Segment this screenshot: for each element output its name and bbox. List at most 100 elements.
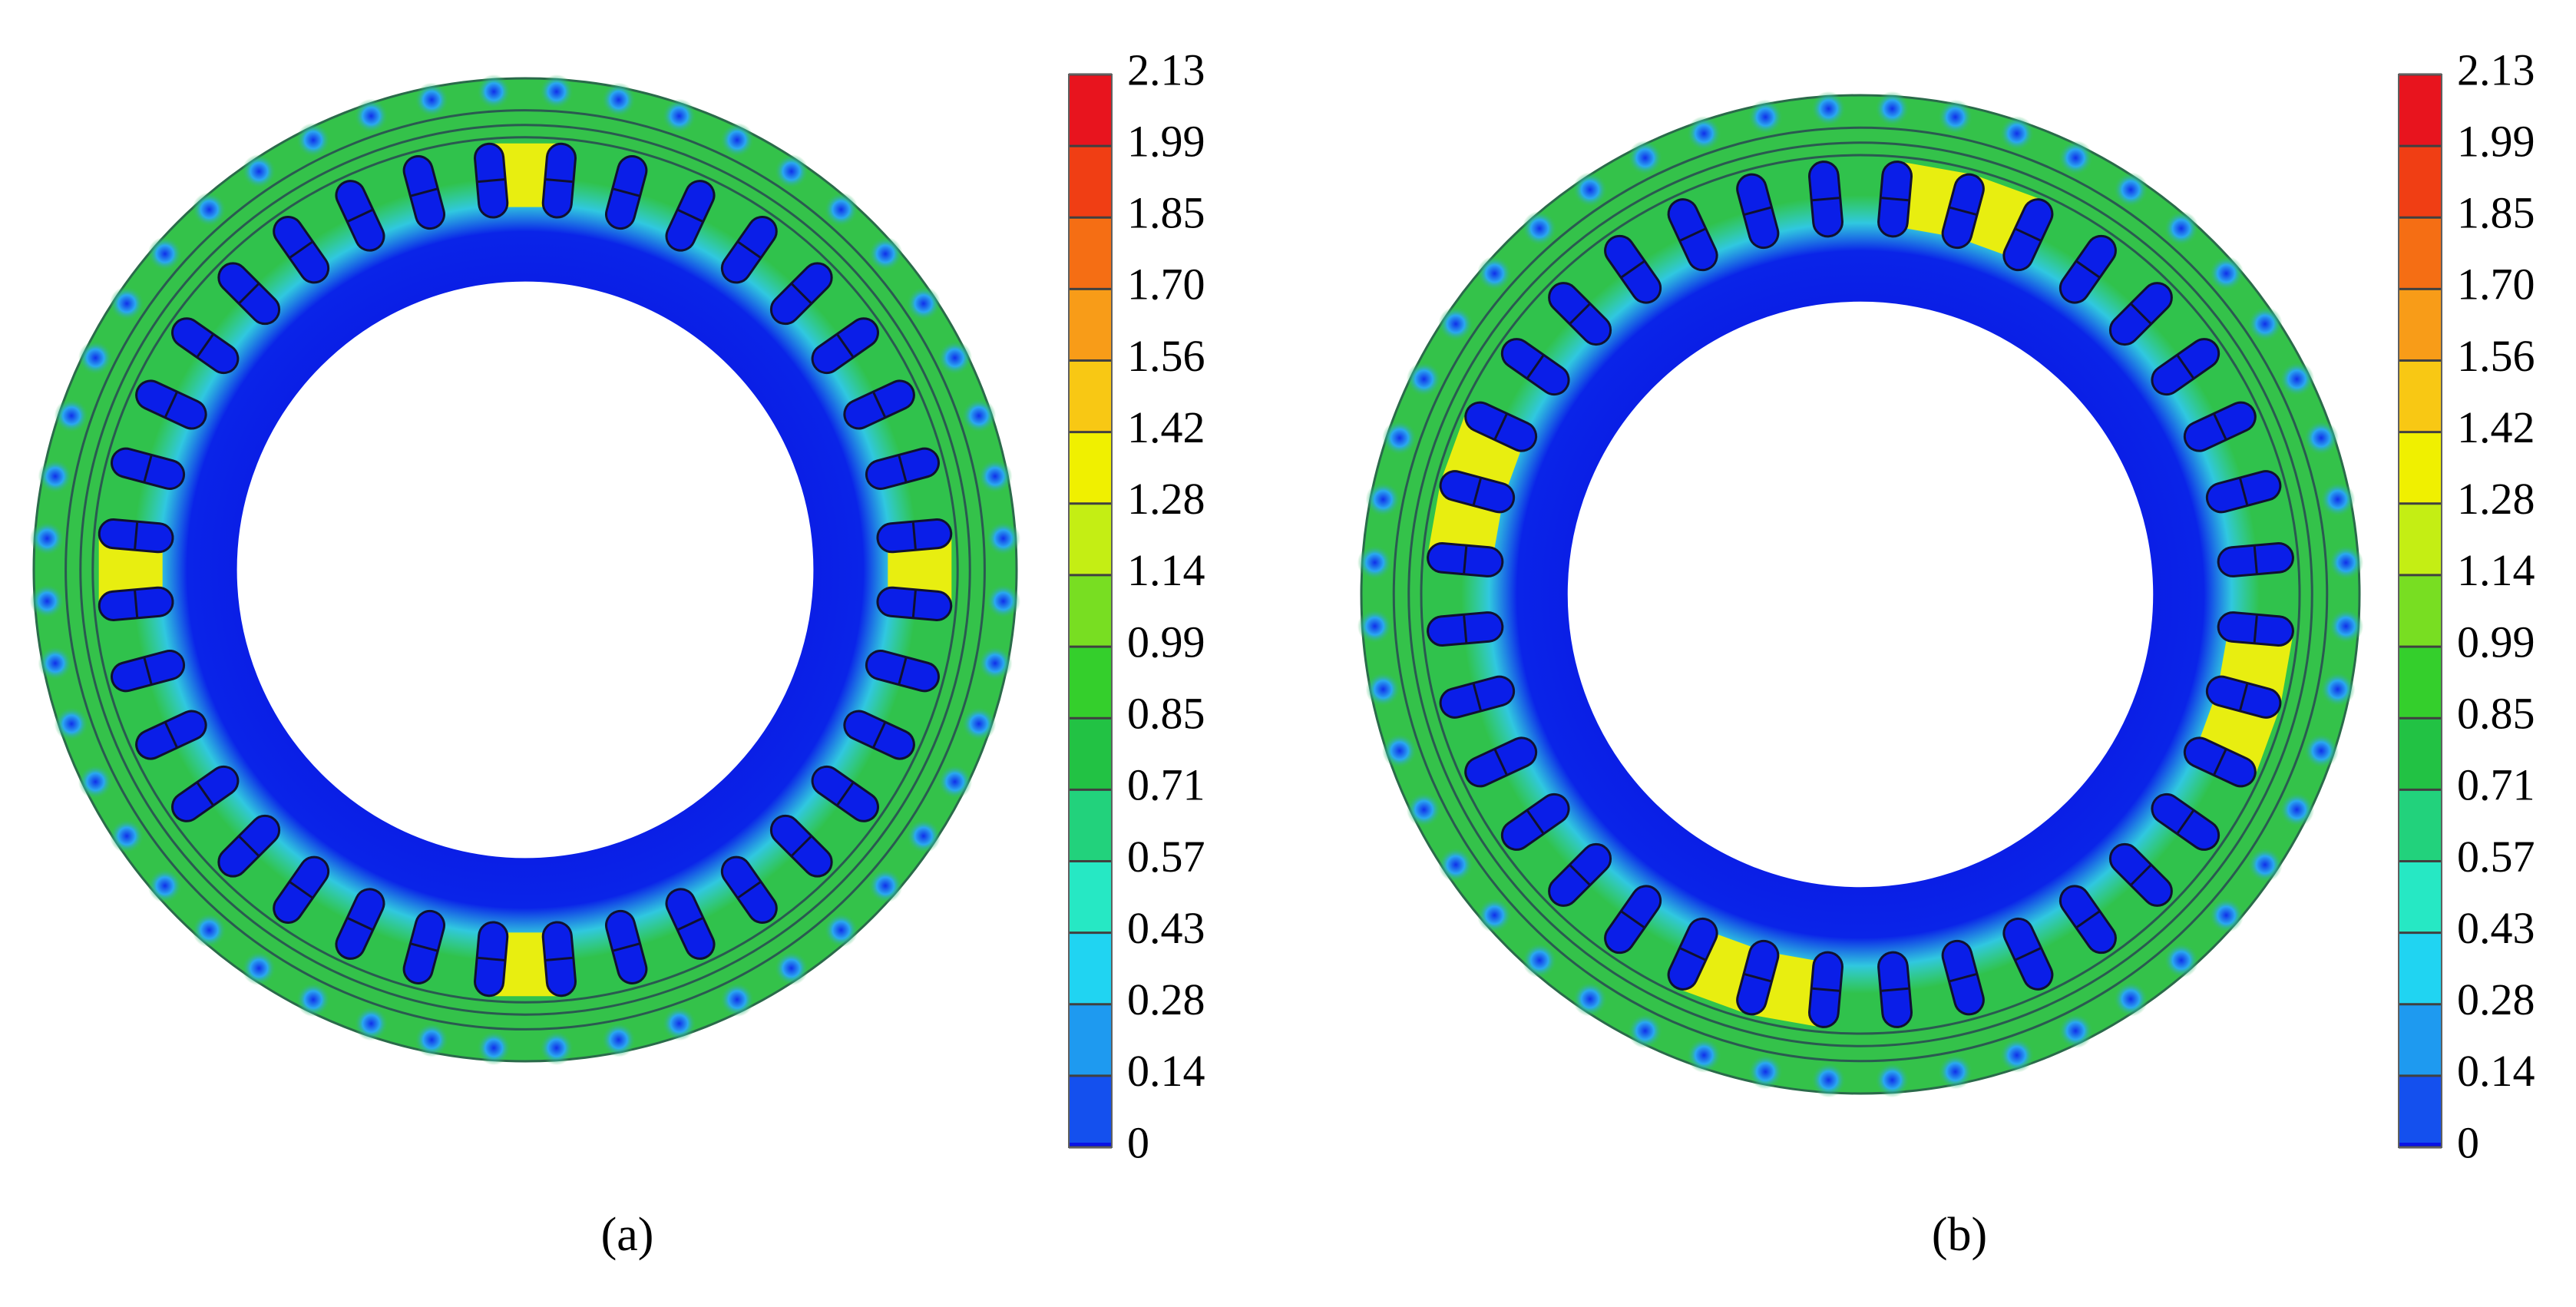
slot — [2108, 842, 2173, 907]
colorbar-band — [1069, 146, 1112, 218]
flux-spot — [2247, 847, 2283, 882]
slot-divider — [736, 880, 762, 899]
slot-divider — [134, 521, 139, 551]
colorbar-band — [1069, 503, 1112, 575]
slot — [98, 518, 174, 554]
flux-spot — [354, 98, 389, 134]
slot-divider — [1949, 972, 1978, 983]
slot — [1941, 939, 1985, 1016]
slot-divider — [2130, 864, 2152, 886]
slot — [541, 921, 577, 998]
colorbar-tick-label: 1.42 — [2457, 402, 2535, 452]
colorbar-band — [1069, 647, 1112, 719]
flux-spot — [986, 584, 1021, 619]
flux-spot — [662, 98, 696, 134]
colorbar-band — [1069, 789, 1112, 862]
slot — [2205, 675, 2282, 719]
flux-spot — [2113, 981, 2148, 1017]
flux-spot — [1522, 942, 1557, 978]
colorbar-tick-label: 1.28 — [1127, 474, 1205, 524]
flux-spot — [1686, 1037, 1722, 1073]
slot — [769, 262, 833, 326]
colorbar-tick-label: 1.85 — [2457, 188, 2535, 238]
slot-divider — [835, 781, 855, 806]
flux-spot — [1748, 1054, 1784, 1090]
flux-spot — [961, 399, 997, 433]
flux-spot — [539, 74, 574, 109]
slot — [843, 379, 915, 430]
flux-spot — [54, 399, 89, 433]
slot-divider — [1880, 987, 1910, 992]
slot — [876, 586, 953, 621]
flux-spot — [2320, 671, 2356, 707]
slot-divider — [676, 916, 704, 931]
colorbar-band — [2399, 146, 2442, 218]
colorbar-tick-label: 1.28 — [2457, 474, 2535, 524]
rotor-bore — [1567, 301, 2154, 888]
flux-spot — [354, 1006, 389, 1041]
slot — [111, 650, 186, 693]
colorbar-tick-label: 0.57 — [1127, 832, 1205, 882]
flux-spot — [1874, 1062, 1910, 1098]
colorbar-tick-label: 1.70 — [2457, 260, 2535, 309]
slot-divider — [2238, 683, 2249, 712]
slot — [1667, 198, 1718, 272]
slot — [474, 921, 509, 998]
slot — [1667, 917, 1718, 991]
slot — [811, 317, 879, 375]
colorbar-band — [2399, 932, 2442, 1004]
colorbar-bottom — [2399, 1143, 2442, 1147]
slot-divider — [1463, 614, 1468, 644]
flux-spot — [1476, 256, 1513, 291]
flux-spot — [1406, 792, 1442, 828]
slot — [1439, 470, 1516, 514]
colorbar-tick-label: 1.99 — [2457, 116, 2535, 166]
slot — [2183, 736, 2257, 788]
slot-divider — [346, 208, 374, 223]
flux-spot — [1999, 1037, 2035, 1073]
slot-divider — [871, 391, 887, 419]
colorbar-band — [2399, 1004, 2442, 1076]
colorbar-tick-label: 1.56 — [1127, 331, 1205, 381]
flux-spot — [977, 458, 1013, 494]
flux-spot — [1476, 898, 1513, 933]
slot-divider — [2014, 227, 2042, 242]
colorbar-tick-label: 0.85 — [1127, 689, 1205, 739]
flux-spot — [1627, 140, 1663, 176]
slot-divider — [1526, 354, 1545, 379]
slot-divider — [790, 835, 812, 857]
slot — [2058, 234, 2117, 304]
slot — [402, 155, 445, 230]
flux-spot — [1357, 608, 1393, 644]
flux-spot — [38, 458, 73, 494]
colorbar-bottom — [1069, 1143, 1112, 1147]
colorbar-band — [2399, 217, 2442, 290]
flux-spot — [2303, 733, 2339, 769]
panel-label: (a) — [601, 1209, 654, 1261]
slot-divider — [2130, 303, 2152, 325]
slot-divider — [1569, 303, 1591, 325]
slot — [1604, 885, 1662, 955]
flux-spot — [1937, 99, 1973, 135]
slot-divider — [1949, 206, 1978, 217]
slot — [2183, 401, 2257, 452]
flux-spot — [1365, 671, 1401, 707]
panel-a: 2.13 1.99 1.85 1.70 1.56 1.42 1.28 1.14 0.99 0.85… — [29, 45, 1205, 1261]
slot — [1604, 234, 1662, 304]
slot — [2151, 792, 2221, 851]
colorbar-tick-label: 1.99 — [1127, 116, 1205, 166]
slot — [2217, 542, 2294, 577]
slot — [217, 262, 281, 326]
colorbar-frame — [1068, 74, 1113, 1148]
colorbar-band — [1069, 718, 1112, 790]
slot-divider — [835, 333, 855, 359]
flux-spot — [147, 237, 183, 271]
flux-spot — [1999, 116, 2035, 151]
slot — [98, 586, 174, 621]
colorbar-tick-label: 0.57 — [2457, 832, 2535, 882]
flux-spot — [719, 122, 755, 157]
colorbar-band — [1069, 289, 1112, 361]
panel-b: 2.13 1.99 1.85 1.70 1.56 1.42 1.28 1.14 0.99 0.85… — [1357, 45, 2535, 1261]
slot-divider — [1463, 545, 1468, 574]
colorbar-tick-label: 2.13 — [2457, 45, 2535, 94]
